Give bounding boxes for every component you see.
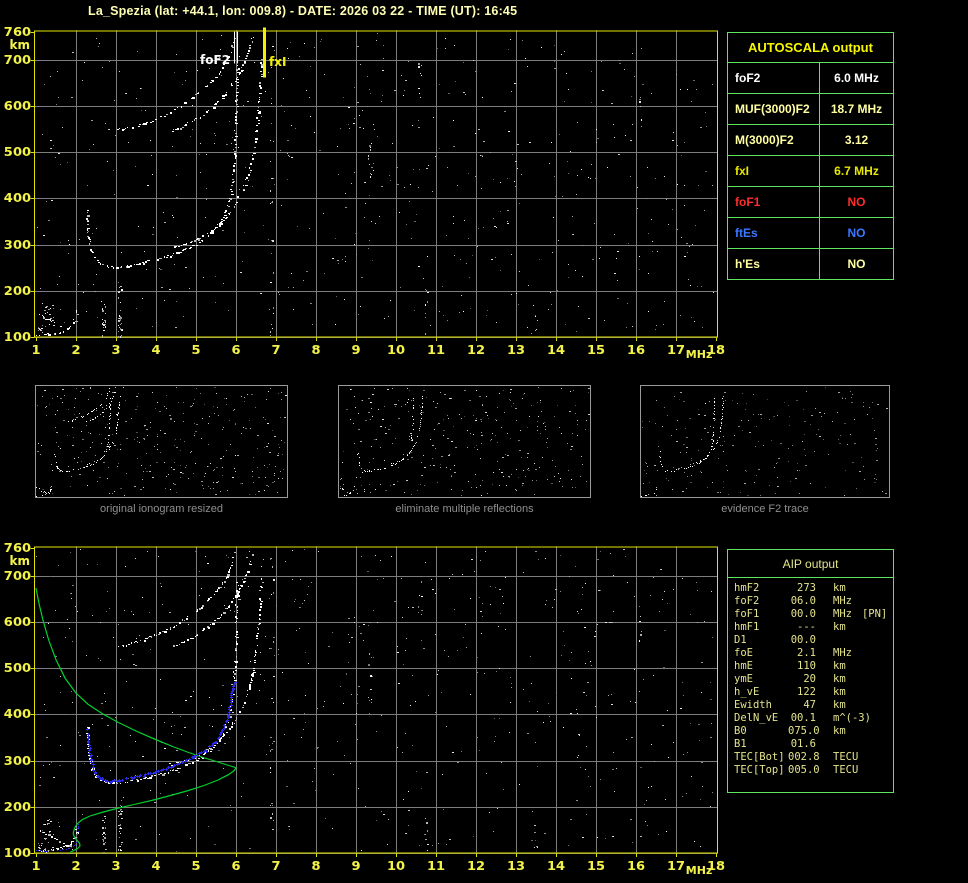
aip-l: Ewidth — [734, 699, 772, 711]
aip-v: 00.0 — [790, 634, 816, 646]
aip-row: ymE 20 km — [728, 673, 893, 686]
aip-row: TEC[Top] 005.0 TECU — [728, 764, 893, 777]
aip-u: km — [833, 673, 846, 685]
aip-v: --- — [797, 621, 816, 633]
aip-v: 06.0 — [790, 595, 816, 607]
aip-l: DelN_vE — [734, 712, 779, 724]
autoscala-rows: foF2 6.0 MHz MUF(3000)F2 18.7 MHz M(3000)F2 3… — [728, 63, 893, 279]
aip-output-table: AIP output hmF2 273 km foF2 06.0 MHz foF1 00.0 M… — [727, 549, 894, 793]
autoscala-row: h'Es NO — [728, 249, 893, 279]
autoscala-output-table: AUTOSCALA output foF2 6.0 MHz MUF(3000)F2 1… — [727, 32, 894, 280]
aip-row: TEC[Bot] 002.8 TECU — [728, 751, 893, 764]
aip-u: MHz — [833, 608, 852, 620]
aip-v: 00.0 — [790, 608, 816, 620]
aip-v: 47 — [803, 699, 816, 711]
aip-l: foE — [734, 647, 753, 659]
aip-x: [PN] — [861, 608, 888, 620]
aip-row: DelN_vE 00.1 m^(-3) — [728, 712, 893, 725]
aip-u: TECU — [833, 764, 859, 776]
aip-row: hmF2 273 km — [728, 582, 893, 595]
aip-v: 20 — [803, 673, 816, 685]
aip-l: TEC[Bot] — [734, 751, 785, 763]
thumbnail-evidence-f2-trace — [640, 385, 890, 498]
aip-l: B0 — [734, 725, 747, 737]
parameter-label: M(3000)F2 — [728, 125, 820, 155]
autoscala-row: M(3000)F2 3.12 — [728, 125, 893, 156]
aip-v: 01.6 — [790, 738, 816, 750]
thumbnail-eliminate-reflections — [338, 385, 591, 498]
parameter-label: foF2 — [728, 63, 820, 93]
aip-l: h_vE — [734, 686, 760, 698]
panel-caption-eliminate: eliminate multiple reflections — [395, 503, 534, 515]
aip-v: 005.0 — [788, 764, 820, 776]
parameter-label: h'Es — [728, 249, 820, 279]
parameter-label: MUF(3000)F2 — [728, 94, 820, 124]
autoscala-row: foF2 6.0 MHz — [728, 63, 893, 94]
aip-row: B0 075.0 km — [728, 725, 893, 738]
aip-l: ymE — [734, 673, 753, 685]
aip-u: TECU — [833, 751, 859, 763]
aip-v: 00.1 — [790, 712, 816, 724]
parameter-value: NO — [847, 226, 866, 240]
aip-v: 122 — [797, 686, 816, 698]
parameter-label: ftEs — [728, 218, 820, 248]
aip-l: hmE — [734, 660, 753, 672]
autoscala-row: ftEs NO — [728, 218, 893, 249]
aip-row: foF1 00.0 MHz [PN] — [728, 608, 893, 621]
aip-row: foF2 06.0 MHz — [728, 595, 893, 608]
aip-row: hmF1 --- km — [728, 621, 893, 634]
station-date-title: La_Spezia (lat: +44.1, lon: 009.8) - DAT… — [88, 4, 518, 18]
aip-u: km — [833, 725, 846, 737]
aip-v: 110 — [797, 660, 816, 672]
thumbnail-original-ionogram — [35, 385, 288, 498]
aip-row: B1 01.6 — [728, 738, 893, 751]
aip-u: km — [833, 660, 846, 672]
autoscala-table-header: AUTOSCALA output — [728, 33, 893, 63]
aip-l: TEC[Top] — [734, 764, 785, 776]
panel-caption-original: original ionogram resized — [100, 503, 223, 515]
aip-row: D1 00.0 — [728, 634, 893, 647]
aip-table-header: AIP output — [728, 550, 893, 578]
aip-v: 075.0 — [788, 725, 820, 737]
aip-v: 002.8 — [788, 751, 820, 763]
autoscala-row: fxI 6.7 MHz — [728, 156, 893, 187]
parameter-value: 3.12 — [844, 133, 869, 147]
aip-u: km — [833, 582, 846, 594]
aip-row: foE 2.1 MHz — [728, 647, 893, 660]
aip-l: B1 — [734, 738, 747, 750]
aip-u: m^(-3) — [833, 712, 871, 724]
bottom-ionogram-plot — [0, 540, 725, 883]
panel-caption-evidence: evidence F2 trace — [721, 503, 809, 515]
parameter-value: 18.7 MHz — [830, 102, 883, 116]
parameter-label: fxI — [728, 156, 820, 186]
aip-rows: hmF2 273 km foF2 06.0 MHz foF1 00.0 MHz [PN] hmF1 -… — [728, 578, 893, 777]
autoscala-row: MUF(3000)F2 18.7 MHz — [728, 94, 893, 125]
aip-l: foF1 — [734, 608, 760, 620]
aip-l: hmF2 — [734, 582, 760, 594]
parameter-value: NO — [847, 195, 866, 209]
aip-l: D1 — [734, 634, 747, 646]
parameter-value: 6.0 MHz — [834, 71, 879, 85]
aip-l: hmF1 — [734, 621, 760, 633]
autoscala-row: foF1 NO — [728, 187, 893, 218]
aip-row: Ewidth 47 km — [728, 699, 893, 712]
aip-u: MHz — [833, 647, 852, 659]
parameter-value: 6.7 MHz — [834, 164, 879, 178]
aip-u: MHz — [833, 595, 852, 607]
aip-row: hmE 110 km — [728, 660, 893, 673]
top-ionogram-plot — [0, 25, 725, 370]
aip-u: km — [833, 686, 846, 698]
aip-v: 2.1 — [797, 647, 816, 659]
aip-v: 273 — [797, 582, 816, 594]
parameter-value: NO — [847, 257, 866, 271]
aip-u: km — [833, 621, 846, 633]
aip-l: foF2 — [734, 595, 760, 607]
aip-row: h_vE 122 km — [728, 686, 893, 699]
aip-u: km — [833, 699, 846, 711]
parameter-label: foF1 — [728, 187, 820, 217]
